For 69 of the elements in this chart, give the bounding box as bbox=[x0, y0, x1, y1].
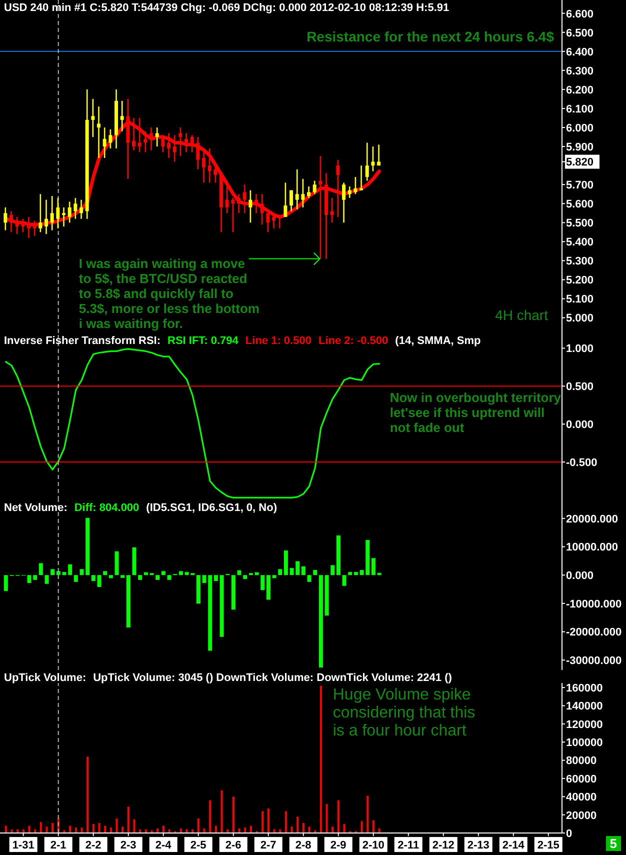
x-tick-label: 2-5 bbox=[190, 840, 206, 852]
y-tick-label: -30000.000 bbox=[566, 655, 622, 668]
y-tick-label: -10000.000 bbox=[566, 598, 622, 610]
y-tick-label: 6.300 bbox=[566, 65, 594, 78]
y-tick-label: 100000 bbox=[566, 737, 603, 750]
chart-title: Inverse Fisher Transform RSI: bbox=[4, 335, 160, 347]
ref-line-label: Line 1: 0.500 bbox=[245, 335, 312, 347]
y-tick-label: 40000 bbox=[566, 792, 597, 804]
y-tick-label: 6.500 bbox=[566, 27, 594, 40]
y-tick-label: 0.000 bbox=[566, 570, 594, 582]
x-tick-label: 2-9 bbox=[330, 840, 346, 852]
text: 5 bbox=[606, 836, 621, 851]
y-tick-label: 140000 bbox=[566, 700, 603, 713]
x-tick-label: 2-10 bbox=[362, 840, 384, 852]
y-tick-label: 5.200 bbox=[566, 274, 594, 287]
annotation: Huge Volume spike considering that this is a four hour chart bbox=[332, 686, 476, 740]
ref-line-label: Line 2: -0.500 bbox=[318, 335, 388, 347]
y-tick-label: 80000 bbox=[566, 755, 597, 768]
chart-title: USD 240 min #1 C:5.820 T:544739 Chg: -0.069 DChg: 0.000 2012-02-10 08:12:39 H:5.91 bbox=[4, 2, 450, 14]
annotation: 4H chart bbox=[495, 307, 548, 323]
annotation: I was again waiting a move to 5$, the BTC/USD reacted to 5.8$ and quickly fall to 5.3$, more or less the bottom i was waiting for. bbox=[78, 256, 260, 331]
y-tick-label: 0 bbox=[566, 828, 572, 840]
y-tick-label: 5.820 bbox=[566, 156, 594, 169]
y-tick-label: 5.300 bbox=[566, 256, 594, 268]
y-tick-label: 0.000 bbox=[566, 419, 594, 432]
x-tick-label: 2-6 bbox=[225, 840, 242, 852]
y-tick-label: 6.000 bbox=[566, 122, 594, 134]
y-tick-label: 5.900 bbox=[566, 141, 594, 154]
y-tick-label: 120000 bbox=[566, 718, 603, 731]
y-tick-label: 6.200 bbox=[566, 84, 594, 96]
chart-subtitle: UpTick Volume: 3045 () DownTick Volume: DownTick Volume: 2241 () bbox=[93, 672, 452, 684]
y-tick-label: 20000 bbox=[566, 810, 597, 822]
y-tick-label: 6.100 bbox=[566, 103, 594, 116]
chart-subtitle: (ID5.SG1, ID6.SG1, 0, No) bbox=[146, 502, 277, 514]
x-tick-label: 2-7 bbox=[260, 840, 276, 852]
y-tick-label: 5.400 bbox=[566, 236, 594, 249]
x-tick-label: 2-11 bbox=[398, 840, 420, 852]
y-tick-label: 5.100 bbox=[566, 294, 594, 306]
x-tick-label: 1-31 bbox=[12, 840, 34, 852]
y-tick-label: 5.000 bbox=[566, 312, 594, 325]
chart-title: Net Volume: bbox=[4, 502, 68, 514]
x-tick-label: 2-2 bbox=[85, 840, 102, 852]
y-tick-label: 5.500 bbox=[566, 218, 594, 230]
x-tick-label: 2-8 bbox=[295, 840, 312, 852]
y-tick-label: 0.500 bbox=[566, 381, 594, 394]
y-tick-label: 60000 bbox=[566, 773, 597, 786]
annotation: Now in overbought territory let'see if this uptrend will not fade out bbox=[390, 390, 561, 435]
x-tick-label: 2-4 bbox=[155, 840, 172, 852]
x-tick-label: 2-1 bbox=[50, 840, 66, 852]
x-tick-label: 2-12 bbox=[432, 840, 454, 852]
y-tick-label: 160000 bbox=[566, 682, 603, 695]
y-tick-label: 20000.000 bbox=[566, 513, 618, 526]
chart-title: UpTick Volume: bbox=[4, 672, 86, 684]
series-label: Diff: 804.000 bbox=[74, 502, 140, 514]
y-tick-label: 1.000 bbox=[566, 343, 594, 356]
x-tick-label: 2-15 bbox=[537, 840, 560, 852]
ref-line-label: Resistance for the next 24 hours 6.4$ bbox=[306, 28, 554, 44]
x-tick-label: 2-3 bbox=[120, 840, 136, 852]
y-tick-label: -0.500 bbox=[566, 457, 598, 470]
y-tick-label: 5.600 bbox=[566, 198, 594, 211]
y-tick-label: 6.600 bbox=[566, 8, 594, 20]
chart-subtitle: (14, SMMA, Smp bbox=[395, 335, 481, 347]
x-tick-label: 2-14 bbox=[502, 840, 526, 852]
y-tick-label: -20000.000 bbox=[566, 626, 622, 639]
y-tick-label: 10000.000 bbox=[566, 542, 618, 554]
series-label: RSI IFT: 0.794 bbox=[168, 335, 238, 347]
x-tick-label: 2-13 bbox=[467, 840, 490, 852]
y-tick-label: 6.400 bbox=[566, 46, 594, 58]
y-tick-label: 5.700 bbox=[566, 180, 594, 192]
